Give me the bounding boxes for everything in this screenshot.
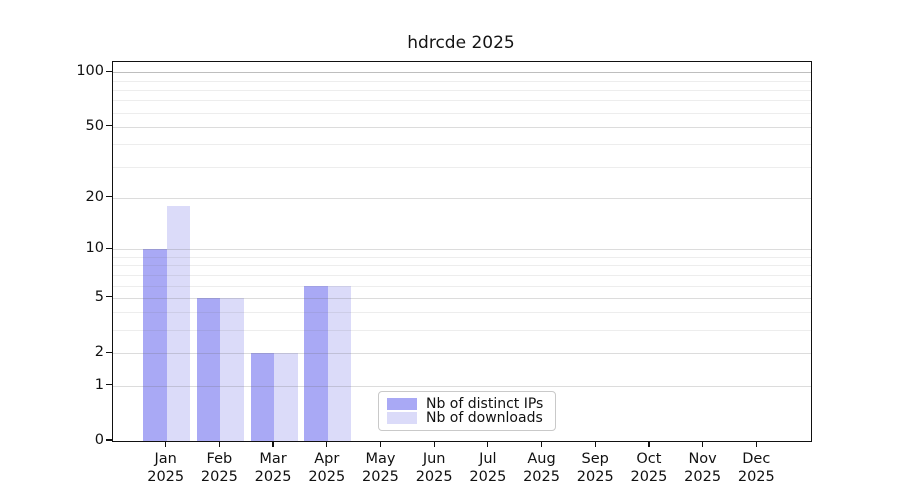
x-tick-nov	[701, 441, 704, 447]
y-tick-label-100: 100	[76, 63, 104, 80]
x-tick-label-aug: Aug 2025	[523, 451, 560, 485]
legend-item-downloads: Nb of downloads	[387, 411, 547, 425]
x-tick-jun	[433, 441, 435, 447]
x-tick-label-jan: Jan 2025	[147, 451, 185, 485]
plot-area	[112, 61, 812, 442]
y-tick-label-20: 20	[85, 188, 104, 205]
gridline-minor-8	[113, 265, 811, 267]
y-tick-2	[106, 351, 112, 353]
bar-nb-of-distinct-ips-apr	[304, 285, 328, 441]
y-tick-5	[106, 296, 112, 298]
gridline-major-1	[113, 385, 811, 387]
x-tick-jan	[165, 441, 167, 447]
x-tick-label-mar: Mar 2025	[254, 451, 292, 485]
x-tick-label-nov: Nov 2025	[684, 451, 722, 485]
downloads-swatch-icon	[387, 412, 417, 424]
gridline-minor-9	[113, 257, 811, 258]
x-tick-feb	[218, 441, 221, 447]
y-tick-20	[106, 196, 112, 198]
x-tick-oct	[648, 441, 650, 447]
y-tick-label-1: 1	[94, 376, 104, 393]
gridline-major-20	[113, 197, 811, 199]
bar-nb-of-distinct-ips-mar	[250, 353, 275, 441]
gridline-minor-7	[113, 274, 811, 276]
legend-item-distinct-ips: Nb of distinct IPs	[387, 397, 547, 411]
x-tick-mar	[272, 441, 274, 447]
x-tick-label-jul: Jul 2025	[469, 451, 507, 485]
y-tick-1	[106, 383, 112, 386]
gridline-minor-80	[113, 89, 811, 91]
y-tick-label-5: 5	[94, 288, 104, 305]
gridline-minor-70	[113, 100, 811, 102]
gridline-major-2	[113, 353, 811, 355]
x-tick-sep	[594, 441, 596, 447]
legend-label-downloads: Nb of downloads	[426, 410, 543, 426]
bar-nb-of-downloads-mar	[274, 353, 298, 441]
y-tick-50	[106, 125, 112, 127]
gridline-minor-30	[113, 166, 811, 168]
bar-nb-of-distinct-ips-feb	[196, 297, 221, 441]
x-tick-label-jun: Jun 2025	[415, 451, 453, 485]
gridline-major-100	[113, 72, 811, 74]
x-tick-label-apr: Apr 2025	[308, 451, 346, 485]
bar-nb-of-distinct-ips-jan	[143, 249, 167, 441]
y-tick-label-0: 0	[94, 432, 104, 448]
x-tick-label-feb: Feb 2025	[200, 451, 238, 485]
x-tick-dec	[755, 441, 757, 447]
gridline-major-50	[113, 126, 811, 128]
bar-nb-of-downloads-feb	[220, 297, 244, 441]
y-tick-label-10: 10	[85, 240, 104, 257]
gridline-minor-60	[113, 112, 811, 114]
y-tick-label-50: 50	[85, 117, 104, 134]
chart-title: hdrcde 2025	[407, 33, 515, 53]
y-tick-100	[106, 70, 112, 72]
x-tick-aug	[540, 441, 543, 447]
gridline-minor-4	[113, 312, 811, 314]
legend-label-distinct-ips: Nb of distinct IPs	[426, 396, 544, 412]
x-tick-label-may: May 2025	[362, 451, 399, 485]
legend: Nb of distinct IPs Nb of downloads	[378, 391, 556, 431]
gridline-minor-3	[113, 330, 811, 332]
bar-nb-of-downloads-apr	[327, 285, 352, 441]
x-tick-jul	[487, 441, 489, 447]
bar-nb-of-downloads-jan	[166, 205, 191, 441]
gridline-major-10	[113, 249, 811, 251]
y-tick-0	[106, 439, 112, 441]
gridline-major-5	[113, 297, 811, 299]
gridline-minor-6	[113, 285, 811, 287]
x-tick-apr	[326, 441, 328, 447]
x-tick-label-sep: Sep 2025	[576, 451, 614, 485]
x-tick-may	[379, 441, 382, 447]
x-tick-label-dec: Dec 2025	[737, 451, 775, 485]
x-tick-label-oct: Oct 2025	[630, 451, 668, 485]
distinct-ips-swatch-icon	[387, 398, 417, 410]
y-tick-10	[106, 247, 112, 250]
gridline-minor-40	[113, 144, 811, 146]
y-tick-label-2: 2	[94, 344, 104, 361]
gridline-minor-90	[113, 80, 811, 82]
